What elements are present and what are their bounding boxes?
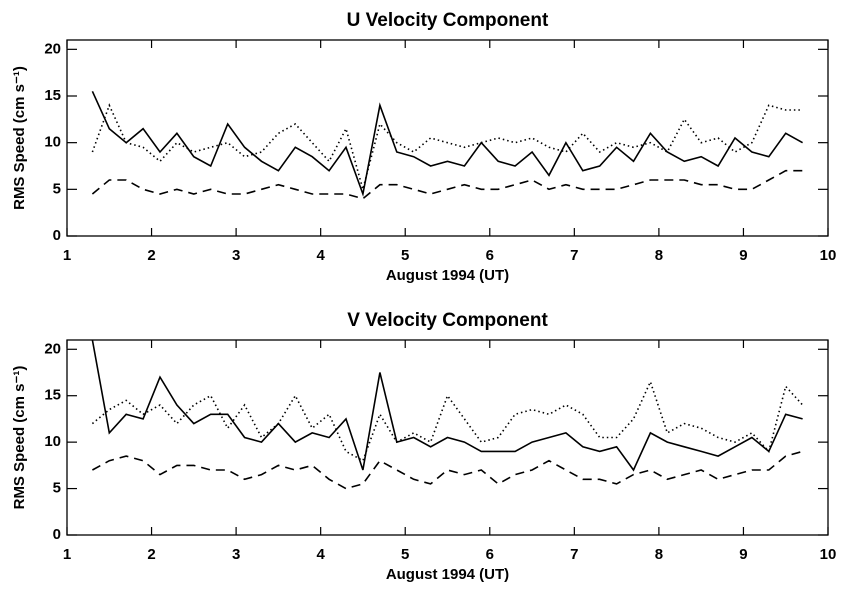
series-line (91, 90, 803, 198)
series-line (92, 450, 803, 490)
y-tick-label: 10 (44, 134, 61, 151)
x-axis-label: August 1994 (UT) (386, 267, 509, 284)
y-tick-label: 0 (53, 227, 61, 244)
x-tick-label: 9 (739, 247, 747, 264)
series-line (91, 379, 804, 462)
y-tick-label: 15 (44, 387, 61, 404)
x-tick-label: 8 (655, 247, 663, 264)
x-tick-label: 6 (486, 546, 494, 563)
series-line (91, 169, 803, 200)
y-tick-label: 5 (53, 180, 61, 197)
y-tick-label: 5 (53, 480, 61, 497)
y-tick-label: 15 (44, 87, 61, 104)
plot-frame (66, 339, 829, 536)
x-tick-label: 10 (820, 546, 837, 563)
x-tick-label: 9 (739, 546, 747, 563)
y-tick-label: 10 (44, 433, 61, 450)
chart-title: V Velocity Component (347, 310, 548, 331)
x-tick-label: 7 (570, 546, 578, 563)
series-line (91, 339, 803, 472)
plot-frame (66, 39, 829, 237)
y-axis-label: RMS Speed (cm s⁻¹) (11, 66, 28, 210)
x-tick-label: 3 (232, 546, 240, 563)
series-line (91, 103, 803, 193)
x-tick-label: 6 (486, 247, 494, 264)
chart-title: U Velocity Component (347, 10, 549, 31)
y-tick-label: 20 (44, 340, 61, 357)
x-tick-label: 1 (63, 247, 71, 264)
x-tick-label: 7 (570, 247, 578, 264)
y-tick-label: 0 (53, 526, 61, 543)
x-axis-label: August 1994 (UT) (386, 566, 509, 583)
x-tick-label: 5 (401, 546, 409, 563)
x-tick-label: 2 (147, 247, 155, 264)
x-tick-label: 1 (63, 546, 71, 563)
x-tick-label: 10 (820, 247, 837, 264)
x-tick-label: 3 (232, 247, 240, 264)
y-tick-label: 20 (44, 40, 61, 57)
x-tick-label: 5 (401, 247, 409, 264)
y-axis-label: RMS Speed (cm s⁻¹) (11, 366, 28, 510)
x-tick-label: 8 (655, 546, 663, 563)
x-tick-label: 4 (316, 546, 325, 563)
x-tick-label: 2 (147, 546, 155, 563)
x-tick-label: 4 (316, 247, 325, 264)
